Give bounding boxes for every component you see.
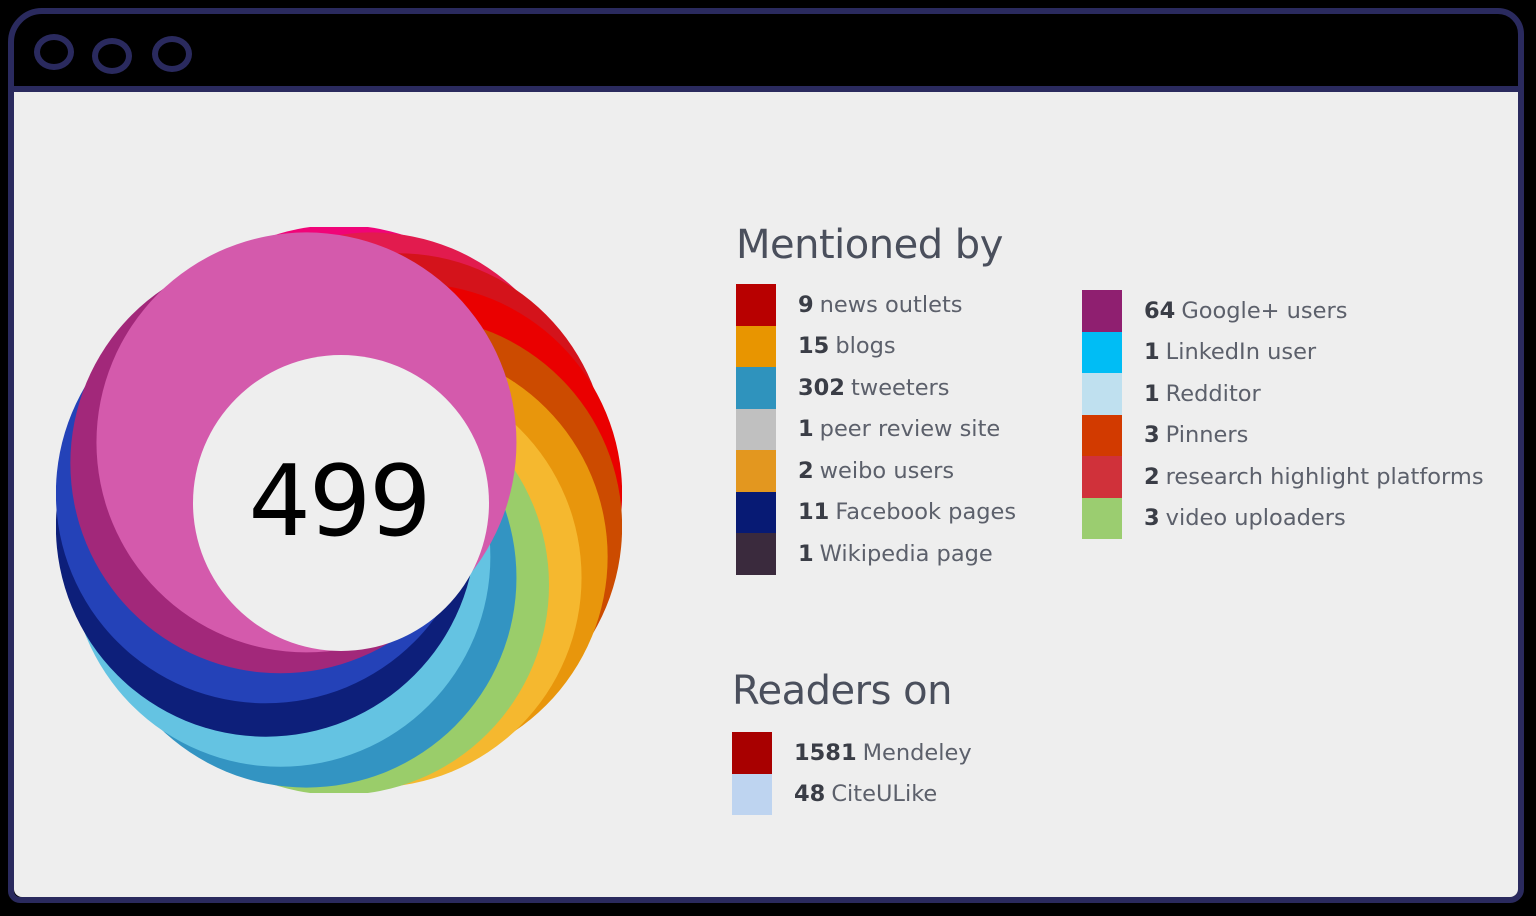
color-swatch [736, 533, 776, 575]
legend-label: 1 Redditor [1144, 381, 1261, 407]
legend-item[interactable]: 1 LinkedIn user [1082, 331, 1484, 373]
legend-item[interactable]: 3 video uploaders [1082, 497, 1484, 539]
legend-item[interactable]: 2 research highlight platforms [1082, 456, 1484, 498]
window-control-circle-icon[interactable] [92, 38, 132, 74]
window-control-circle-icon[interactable] [34, 34, 74, 70]
legend-item[interactable]: 1 Redditor [1082, 373, 1484, 415]
mentioned-by-list-right: 64 Google+ users 1 LinkedIn user 1 Redditor 3 P… [1082, 290, 1484, 539]
legend-text: Google+ users [1181, 297, 1348, 324]
legend-text: Wikipedia page [819, 540, 993, 567]
attention-score: 499 [248, 445, 431, 559]
legend-label: 3 Pinners [1144, 422, 1248, 448]
legend-text: Mendeley [862, 739, 972, 766]
legend-count: 1581 [794, 739, 857, 766]
legend-label: 1581 Mendeley [794, 740, 972, 766]
altmetric-donut[interactable]: 499 [56, 227, 622, 793]
window-control-circle-icon[interactable] [152, 36, 192, 72]
page-content: 499 Mentioned by 9 news outlets 15 blogs 302… [14, 92, 1518, 897]
color-swatch [736, 408, 776, 450]
legend-item[interactable]: 1 peer review site [736, 408, 1016, 450]
legend-text: LinkedIn user [1165, 339, 1317, 366]
window-titlebar [14, 14, 1518, 92]
legend-count: 302 [798, 374, 845, 401]
legend-label: 3 video uploaders [1144, 505, 1346, 531]
color-swatch [736, 491, 776, 533]
legend-label: 64 Google+ users [1144, 298, 1347, 324]
legend-text: CiteULike [831, 781, 938, 808]
legend-count: 2 [798, 457, 814, 484]
color-swatch [736, 450, 776, 492]
color-swatch [736, 367, 776, 409]
legend-label: 9 news outlets [798, 292, 963, 318]
legend-text: blogs [835, 333, 896, 360]
legend-text: weibo users [819, 457, 955, 484]
legend-item[interactable]: 3 Pinners [1082, 414, 1484, 456]
legend-count: 3 [1144, 505, 1160, 532]
readers-on-list: 1581 Mendeley 48 CiteULike [732, 732, 972, 815]
legend-text: tweeters [850, 374, 950, 401]
donut-center [193, 355, 489, 651]
legend-text: news outlets [819, 291, 963, 318]
color-swatch [1082, 497, 1122, 539]
mentioned-by-heading: Mentioned by [736, 222, 1003, 268]
color-swatch [732, 773, 772, 815]
mentioned-by-list-left: 9 news outlets 15 blogs 302 tweeters 1 peer rev… [736, 284, 1016, 575]
legend-label: 1 peer review site [798, 416, 1000, 442]
legend-label: 302 tweeters [798, 375, 950, 401]
legend-label: 1 LinkedIn user [1144, 339, 1316, 365]
legend-text: video uploaders [1165, 505, 1346, 532]
color-swatch [736, 325, 776, 367]
legend-count: 3 [1144, 422, 1160, 449]
legend-text: peer review site [819, 416, 1001, 443]
legend-item[interactable]: 9 news outlets [736, 284, 1016, 326]
legend-label: 2 weibo users [798, 458, 954, 484]
color-swatch [732, 732, 772, 774]
legend-text: Redditor [1165, 380, 1261, 407]
color-swatch [1082, 373, 1122, 415]
legend-label: 1 Wikipedia page [798, 541, 993, 567]
legend-text: Facebook pages [835, 499, 1017, 526]
color-swatch [736, 284, 776, 326]
legend-count: 1 [798, 540, 814, 567]
legend-count: 1 [798, 416, 814, 443]
legend-count: 48 [794, 781, 826, 808]
legend-count: 1 [1144, 339, 1160, 366]
legend-item[interactable]: 302 tweeters [736, 367, 1016, 409]
legend-item[interactable]: 64 Google+ users [1082, 290, 1484, 332]
legend-item[interactable]: 1581 Mendeley [732, 732, 972, 774]
legend-count: 2 [1144, 463, 1160, 490]
legend-count: 1 [1144, 380, 1160, 407]
browser-window-sketch: 499 Mentioned by 9 news outlets 15 blogs 302… [8, 8, 1524, 903]
legend-count: 9 [798, 291, 814, 318]
legend-item[interactable]: 11 Facebook pages [736, 491, 1016, 533]
legend-count: 15 [798, 333, 830, 360]
legend-count: 11 [798, 499, 830, 526]
legend-text: research highlight platforms [1165, 463, 1484, 490]
color-swatch [1082, 331, 1122, 373]
legend-label: 48 CiteULike [794, 781, 937, 807]
legend-text: Pinners [1165, 422, 1249, 449]
legend-label: 11 Facebook pages [798, 499, 1016, 525]
color-swatch [1082, 290, 1122, 332]
legend-item[interactable]: 15 blogs [736, 325, 1016, 367]
legend-count: 64 [1144, 297, 1176, 324]
readers-on-heading: Readers on [732, 668, 952, 714]
legend-item[interactable]: 48 CiteULike [732, 773, 972, 815]
altmetric-donut-icon [56, 227, 622, 793]
legend-item[interactable]: 2 weibo users [736, 450, 1016, 492]
legend-label: 15 blogs [798, 333, 896, 359]
legend-item[interactable]: 1 Wikipedia page [736, 533, 1016, 575]
color-swatch [1082, 456, 1122, 498]
legend-label: 2 research highlight platforms [1144, 464, 1484, 490]
color-swatch [1082, 414, 1122, 456]
